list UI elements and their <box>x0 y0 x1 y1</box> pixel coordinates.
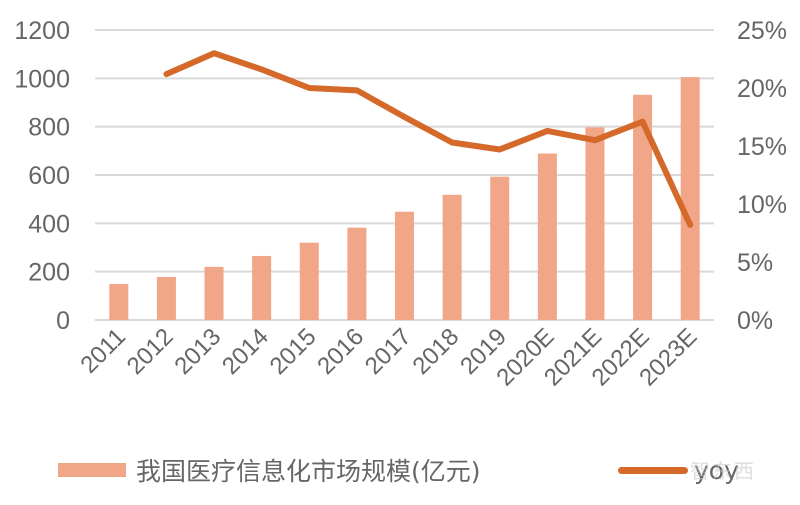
line-series <box>163 50 694 228</box>
bar <box>156 276 176 320</box>
right-tick-label: 15% <box>737 133 787 161</box>
left-tick-label: 1200 <box>14 17 70 45</box>
legend-label-yoy: yoy <box>694 455 739 485</box>
left-tick-label: 1000 <box>14 65 70 93</box>
legend-item-yoy: yoy <box>618 445 739 495</box>
x-tick-label: 2016 <box>312 323 369 380</box>
x-tick-label: 2018 <box>408 323 465 380</box>
right-tick-label: 20% <box>737 75 787 103</box>
x-tick-label: 2012 <box>122 323 179 380</box>
right-tick-label: 5% <box>737 249 773 277</box>
bar <box>204 266 224 320</box>
left-tick-label: 0 <box>56 307 70 335</box>
combo-chart-plot: 0 200 400 600 800 1000 1200 0% 5% 10% 15% 20% 25% 2… <box>14 17 787 391</box>
bar <box>537 153 557 320</box>
left-tick-label: 400 <box>28 210 70 238</box>
x-axis: 2011201220132014201520162017201820192020… <box>75 323 702 391</box>
right-tick-label: 0% <box>737 307 773 335</box>
right-tick-label: 25% <box>737 17 787 45</box>
bar <box>490 176 510 320</box>
right-y-axis: 0% 5% 10% 15% 20% 25% <box>737 17 787 335</box>
x-tick-label: 2015 <box>265 323 322 380</box>
watermark: 智东西 <box>690 461 756 483</box>
left-tick-label: 800 <box>28 114 70 142</box>
bar <box>395 211 414 320</box>
x-tick-label: 2013 <box>169 323 226 380</box>
bar <box>442 194 462 320</box>
legend-item-market-size: 我国医疗信息化市场规模(亿元) <box>58 445 481 495</box>
right-tick-label: 10% <box>737 191 787 219</box>
bar <box>680 77 700 320</box>
line-swatch-icon <box>618 466 688 474</box>
left-y-axis: 0 200 400 600 800 1000 1200 <box>14 17 70 335</box>
bar <box>585 127 605 321</box>
bar <box>633 94 653 321</box>
bar-series <box>109 77 700 321</box>
left-tick-label: 200 <box>28 259 70 287</box>
x-tick-label: 2017 <box>360 323 417 380</box>
bar-swatch-icon <box>58 463 126 477</box>
yoy-line <box>163 50 694 228</box>
bar <box>299 242 319 320</box>
x-tick-label: 2014 <box>217 323 274 380</box>
legend-label-market-size: 我国医疗信息化市场规模(亿元) <box>136 457 481 486</box>
left-tick-label: 600 <box>28 162 70 190</box>
bar <box>109 283 129 320</box>
bar <box>252 255 272 320</box>
bar <box>347 227 367 320</box>
legend: 我国医疗信息化市场规模(亿元) yoy <box>0 445 800 495</box>
x-tick-label: 2011 <box>75 323 131 379</box>
